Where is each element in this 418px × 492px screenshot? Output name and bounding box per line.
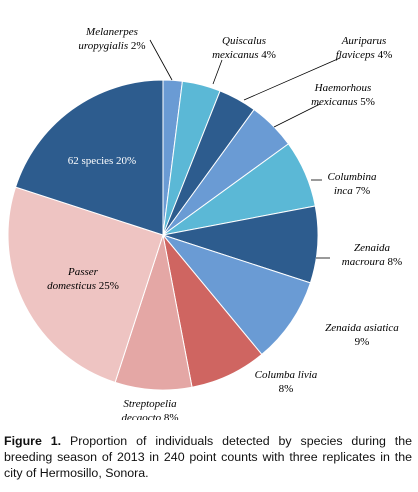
leader-lines (149, 39, 341, 259)
caption-label: Figure 1. (4, 434, 62, 448)
pie-slice-10 (14, 79, 164, 236)
slice-label-6: Zenaida asiatica 9% (325, 322, 399, 348)
pie-chart: Melanerpes uropygialis 2% Quiscalus mexican… (7, 26, 402, 420)
slice-label-4: Columbina inca 7% (328, 171, 377, 197)
leader-line-3 (273, 103, 321, 128)
leader-line-0 (149, 39, 173, 81)
slice-label-8: Streptopelia decaocto 8% (121, 398, 178, 420)
pie-slice-6 (161, 233, 312, 356)
leader-line-2 (243, 57, 341, 101)
slices-layer (7, 79, 319, 391)
caption-text: Proportion of individuals detected by sp… (4, 434, 413, 480)
slice-label-10: 62 species 20% (68, 155, 136, 167)
slice-label-9: Passer domesticus 25% (47, 266, 119, 292)
slice-label-2: Auriparus flaviceps 4% (336, 35, 393, 61)
slice-label-5: Zenaida macroura 8% (342, 242, 402, 268)
slice-label-1: Quiscalus mexicanus 4% (212, 35, 276, 61)
leader-line-1 (212, 59, 223, 85)
slice-label-0: Melanerpes uropygialis 2% (78, 26, 145, 52)
figure-caption: Figure 1. Proportion of individuals dete… (4, 433, 412, 481)
pie-slice-9 (7, 186, 164, 384)
labels-layer: Melanerpes uropygialis 2% Quiscalus mexican… (47, 26, 402, 420)
slice-label-7: Columba livia 8% (255, 369, 318, 395)
slice-label-3: Haemorhous mexicanus 5% (311, 82, 375, 108)
